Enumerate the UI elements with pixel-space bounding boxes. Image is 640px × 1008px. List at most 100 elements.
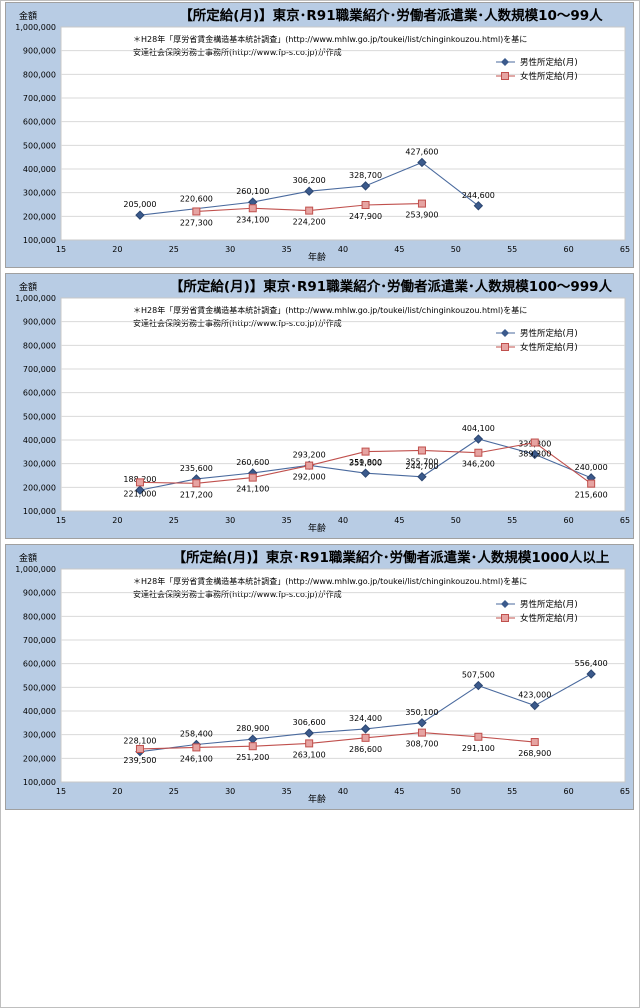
source-note-line: ＊H28年「厚労省賃金構造基本統計調査」(http://www.mhlw.go.… (133, 34, 527, 44)
y-tick-label: 1,000,000 (15, 23, 56, 32)
y-tick-label: 1,000,000 (15, 294, 56, 303)
chart-svg: 【所定給(月)】東京･R91職業紹介･労働者派遣業･人数規模10～99人 金額年齢… (5, 2, 634, 268)
data-label: 308,700 (405, 740, 438, 749)
data-label: 244,600 (462, 191, 495, 200)
y-tick-label: 500,000 (23, 683, 56, 692)
x-tick-label: 60 (564, 516, 574, 525)
plot-area (60, 26, 626, 241)
data-label: 324,400 (349, 714, 382, 723)
data-label: 260,600 (236, 458, 269, 467)
data-point-female (305, 461, 314, 470)
data-label: 235,600 (180, 464, 213, 473)
y-tick-label: 700,000 (23, 636, 56, 645)
data-point-male (530, 700, 540, 711)
legend-entry: 女性所定給(月) (520, 71, 578, 82)
x-tick-label: 55 (507, 516, 517, 525)
x-tick-label: 40 (338, 787, 348, 796)
legend-entry: 女性所定給(月) (520, 342, 578, 353)
data-label: 346,200 (462, 460, 495, 469)
data-label: 224,200 (293, 218, 326, 227)
series-line-female (139, 732, 535, 750)
x-tick-label: 35 (282, 516, 292, 525)
data-label: 244,700 (405, 462, 438, 471)
data-point-female (135, 478, 144, 487)
x-tick-label: 50 (451, 516, 461, 525)
chart-svg: 【所定給(月)】東京･R91職業紹介･労働者派遣業･人数規模100～999人 金額… (5, 273, 634, 539)
y-tick-label: 200,000 (23, 754, 56, 763)
x-tick-label: 30 (225, 787, 235, 796)
chart-svg: 【所定給(月)】東京･R91職業紹介･労働者派遣業･人数規模1000人以上 金額年… (5, 544, 634, 810)
legend-entry: 男性所定給(月) (520, 328, 578, 339)
data-point-female (474, 448, 483, 457)
data-label: 263,100 (293, 750, 326, 759)
data-point-female (587, 479, 596, 488)
data-point-male (135, 210, 145, 220)
data-label: 251,200 (236, 753, 269, 762)
y-tick-label: 500,000 (23, 412, 56, 421)
data-point-male (473, 434, 484, 444)
source-note-line: ＊H28年「厚労省賃金構造基本統計調査」(http://www.mhlw.go.… (133, 305, 527, 315)
x-tick-label: 25 (169, 787, 179, 796)
x-tick-label: 60 (564, 245, 574, 254)
legend-entry: 女性所定給(月) (520, 613, 578, 624)
y-axis-label: 金額 (19, 10, 37, 22)
data-label: 423,000 (518, 691, 551, 700)
y-tick-label: 1,000,000 (15, 565, 56, 574)
y-tick-label: 100,000 (23, 778, 56, 787)
data-label: 427,600 (405, 147, 438, 156)
x-tick-label: 25 (169, 516, 179, 525)
data-label: 253,900 (405, 211, 438, 220)
data-point-male (135, 485, 145, 495)
y-tick-label: 800,000 (23, 612, 56, 621)
legend-marker (501, 343, 509, 351)
x-tick-label: 30 (225, 245, 235, 254)
x-axis-label: 年齢 (308, 522, 326, 534)
data-label: 268,900 (518, 749, 551, 758)
x-tick-label: 20 (112, 516, 122, 525)
data-point-male (360, 468, 371, 478)
data-point-male (417, 157, 427, 168)
data-label: 389,300 (518, 450, 551, 459)
data-label: 280,900 (236, 724, 269, 733)
x-tick-label: 15 (56, 787, 66, 796)
x-tick-label: 45 (394, 245, 404, 254)
x-tick-label: 30 (225, 516, 235, 525)
x-tick-label: 45 (394, 516, 404, 525)
data-label: 306,200 (293, 176, 326, 185)
data-label: 351,000 (349, 459, 382, 468)
data-point-female (248, 742, 257, 751)
y-axis-label: 金額 (19, 552, 37, 564)
legend-marker (501, 329, 509, 337)
data-label: 221,000 (123, 489, 156, 498)
x-tick-label: 20 (112, 787, 122, 796)
data-point-male (586, 669, 596, 679)
x-tick-label: 65 (620, 787, 630, 796)
data-point-female (248, 473, 257, 482)
legend-entry: 男性所定給(月) (520, 599, 578, 610)
data-point-female (530, 738, 539, 747)
data-label: 241,100 (236, 485, 269, 494)
data-point-female (474, 732, 483, 741)
chart-title: 【所定給(月)】東京･R91職業紹介･労働者派遣業･人数規模100～999人 (170, 278, 613, 295)
data-point-female (305, 739, 314, 748)
data-label: 286,600 (349, 745, 382, 754)
x-tick-label: 40 (338, 516, 348, 525)
source-note-line: ＊H28年「厚労省賃金構造基本統計調査」(http://www.mhlw.go.… (133, 576, 527, 586)
data-point-female (361, 447, 370, 456)
source-note-line: 安達社会保険労務士事務所(http://www.fp-s.co.jp)が作成 (133, 47, 342, 57)
source-note-line: 安達社会保険労務士事務所(http://www.fp-s.co.jp)が作成 (133, 589, 342, 599)
y-tick-label: 100,000 (23, 236, 56, 245)
y-tick-label: 400,000 (23, 707, 56, 716)
data-point-male (360, 181, 371, 191)
y-tick-label: 700,000 (23, 365, 56, 374)
x-tick-label: 35 (282, 787, 292, 796)
data-label: 260,100 (236, 187, 269, 196)
x-tick-label: 50 (451, 245, 461, 254)
y-tick-label: 400,000 (23, 165, 56, 174)
data-point-female (417, 728, 426, 737)
chart-size-100-999: 【所定給(月)】東京･R91職業紹介･労働者派遣業･人数規模100～999人 金額… (5, 273, 634, 539)
data-label: 227,300 (180, 218, 213, 227)
data-point-female (192, 743, 201, 752)
data-point-female (417, 446, 426, 455)
x-tick-label: 20 (112, 245, 122, 254)
